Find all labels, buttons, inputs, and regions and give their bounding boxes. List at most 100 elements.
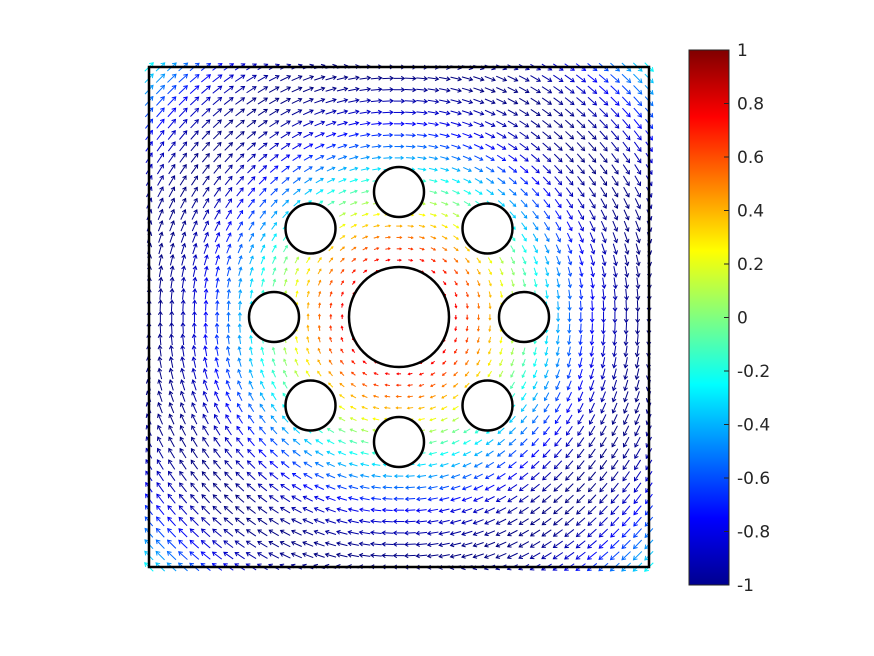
field-arrowhead [440,429,444,433]
field-arrowhead [190,459,195,465]
field-arrowhead [294,370,298,374]
field-arrow [204,357,208,368]
field-arrow [417,486,427,489]
field-arrowhead [422,213,426,217]
field-arrowhead [404,541,409,547]
field-arrow [612,243,618,255]
field-arrowhead [247,426,252,431]
field-arrow [306,257,311,264]
field-arrow [291,530,302,536]
field-arrow [474,473,483,479]
field-arrow [567,380,572,390]
field-arrowhead [228,108,234,113]
field-arrowhead [612,352,617,358]
field-arrow [519,529,529,537]
field-arrow [589,198,596,209]
field-arrowhead [361,405,365,409]
field-arrow [248,403,255,413]
field-arrowhead [591,204,596,209]
field-arrow [613,254,617,266]
field-arrowhead [308,166,313,170]
field-arrow [553,131,563,140]
field-arrowhead [472,554,478,559]
field-arrowhead [489,260,493,264]
field-arrowhead [439,474,444,479]
field-arrowhead [557,180,563,186]
field-arrowhead [518,532,524,537]
field-arrowhead [314,484,319,489]
field-arrow [170,345,174,357]
field-arrowhead [168,379,174,384]
field-arrow [522,358,526,367]
field-arrowhead [226,311,231,316]
field-arrowhead [568,226,573,232]
field-arrow [611,459,619,470]
field-arrowhead [225,357,231,362]
field-arrowhead [623,375,629,380]
field-arrowhead [455,259,459,263]
field-arrowhead [294,358,298,362]
field-arrow [486,439,494,445]
field-arrowhead [634,420,639,426]
field-arrowhead [452,396,456,399]
field-arrowhead [343,75,349,81]
field-arrowhead [257,472,263,477]
field-arrowhead [534,261,538,265]
field-arrow [485,143,495,150]
field-arrowhead [228,142,234,147]
field-arrowhead [239,187,244,192]
field-arrowhead [343,178,347,182]
field-arrow [452,212,459,217]
field-arrowhead [178,539,183,545]
field-arrowhead [591,215,596,221]
field-arrow [180,209,186,220]
field-arrow [269,97,279,105]
field-arrowhead [495,531,501,537]
field-arrowhead [225,414,230,419]
field-arrowhead [339,382,343,386]
field-arrowhead [281,438,286,443]
field-arrow [566,391,572,402]
field-arrowhead [610,532,615,538]
field-arrow [201,517,211,526]
field-arrow [405,486,415,489]
field-arrowhead [285,165,290,170]
field-arrowhead [564,509,570,515]
field-arrowhead [546,157,552,163]
field-arrowhead [598,555,604,561]
field-arrowhead [193,209,198,214]
field-arrowhead [535,123,541,128]
field-arrowhead [295,279,299,283]
field-arrow [624,232,629,243]
field-arrowhead [250,232,255,237]
field-arrow [557,301,559,310]
field-arrow [613,345,617,357]
field-arrow [531,438,539,446]
field-arrowhead [341,291,344,295]
field-arrowhead [556,295,561,300]
field-arrowhead [484,486,490,491]
field-arrowhead [261,233,266,237]
field-arrow [473,553,484,558]
field-arrowhead [214,345,219,350]
field-arrowhead [366,121,371,126]
field-arrowhead [456,214,460,217]
field-arrowhead [260,357,264,362]
field-arrowhead [157,322,163,327]
field-arrowhead [553,521,558,526]
field-arrowhead [342,189,347,193]
field-arrowhead [407,372,411,376]
field-arrowhead [496,475,501,480]
field-arrow [633,107,642,118]
field-arrowhead [602,181,608,186]
field-arrowhead [349,439,353,444]
field-arrow [611,471,619,481]
field-arrow [485,132,495,138]
field-arrow [303,484,313,491]
field-arrowhead [500,260,504,264]
field-arrow [371,156,381,160]
field-arrow [382,123,393,125]
field-arrow [246,552,257,560]
field-arrow [291,87,302,93]
field-arrowhead [193,164,199,169]
